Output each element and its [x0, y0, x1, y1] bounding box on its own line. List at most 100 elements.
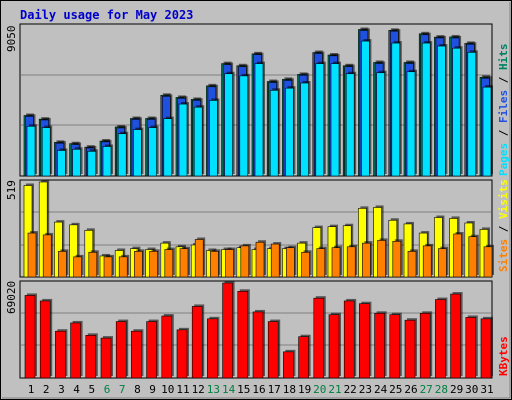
- bar-sites-day-7: [118, 256, 128, 278]
- bar-pages-day-24: [376, 72, 385, 177]
- bar-kbytes-day-16: [252, 311, 264, 379]
- bar-sites-day-28: [438, 248, 447, 278]
- bar-sites-day-21: [331, 247, 341, 278]
- bar-pages-day-18: [285, 87, 294, 177]
- bar-sites-day-30: [468, 236, 478, 278]
- bar-sites-day-18: [286, 247, 295, 278]
- bar-pages-day-1: [26, 125, 36, 177]
- x-tick-label-day-3: 3: [58, 383, 65, 396]
- bar-pages-day-17: [269, 90, 279, 177]
- legend-sites: Sites: [497, 239, 510, 272]
- bar-sites-day-27: [422, 245, 432, 278]
- bar-pages-day-14: [224, 73, 233, 177]
- bar-pages-day-20: [315, 63, 325, 177]
- x-tick-label-day-19: 19: [298, 383, 311, 396]
- bar-pages-day-11: [178, 103, 188, 177]
- x-tick-label-day-26: 26: [404, 383, 417, 396]
- bar-pages-day-19: [300, 82, 309, 177]
- legend-sep-2: /: [497, 70, 510, 90]
- bar-pages-day-10: [163, 118, 173, 177]
- legend-files: Files: [497, 90, 510, 123]
- bar-sites-day-24: [377, 240, 386, 278]
- bar-pages-day-4: [72, 149, 81, 177]
- bar-sites-day-25: [392, 241, 402, 278]
- bar-sites-day-2: [42, 234, 52, 278]
- bar-kbytes-day-8: [131, 330, 142, 379]
- bar-sites-day-16: [255, 241, 265, 278]
- bar-pages-day-7: [117, 133, 127, 177]
- bar-sites-day-14: [225, 249, 234, 278]
- x-axis-labels: 1 2 3 4 5 6 7 8 9 10 11 12 13 14 15 16 17 18 19 20 21 22 23 24 2…: [28, 383, 494, 396]
- bar-kbytes-day-24: [374, 313, 385, 379]
- bar-sites-day-19: [301, 251, 310, 278]
- bar-sites-day-29: [453, 233, 462, 278]
- bar-sites-day-5: [88, 251, 98, 278]
- bar-kbytes-day-28: [435, 299, 446, 379]
- bar-pages-day-29: [452, 47, 461, 177]
- x-tick-label-day-14: 14: [222, 383, 236, 396]
- bar-sites-day-22: [346, 246, 356, 278]
- x-tick-label-day-24: 24: [374, 383, 388, 396]
- bar-kbytes-day-11: [176, 329, 188, 379]
- bar-pages-day-22: [345, 73, 355, 177]
- bar-sites-day-20: [316, 248, 326, 278]
- bar-kbytes-day-22: [343, 300, 355, 379]
- bar-pages-day-12: [193, 106, 203, 177]
- hits-legend: Pages / Files / Hits: [497, 44, 510, 177]
- bar-kbytes-day-13: [207, 318, 218, 379]
- legend-kbytes: KBytes: [497, 336, 510, 376]
- x-tick-label-day-8: 8: [134, 383, 141, 396]
- bar-kbytes-day-30: [465, 317, 477, 379]
- bar-pages-day-26: [406, 71, 416, 177]
- hits-legend-text: Pages / Files / Hits: [497, 44, 510, 177]
- x-tick-label-day-13: 13: [207, 383, 220, 396]
- bar-pages-day-2: [41, 127, 51, 177]
- hits-panel: 9050 Pages / Files / Hits: [5, 23, 510, 177]
- bar-pages-day-8: [133, 129, 142, 177]
- bar-sites-day-11: [179, 248, 189, 278]
- bar-pages-day-9: [148, 127, 157, 177]
- visits-bars: [23, 180, 494, 278]
- hits-y-max-label: 9050: [5, 26, 18, 53]
- bar-pages-day-27: [421, 42, 431, 177]
- bar-kbytes-day-12: [191, 306, 203, 379]
- bar-sites-day-4: [73, 256, 82, 278]
- bar-kbytes-day-27: [419, 313, 431, 379]
- visits-panel: 519 Sites / Visits: [5, 179, 510, 278]
- x-tick-label-day-6: 6: [104, 383, 111, 396]
- x-tick-label-day-5: 5: [88, 383, 95, 396]
- bar-pages-day-21: [330, 63, 340, 177]
- bar-pages-day-23: [361, 40, 370, 177]
- x-tick-label-day-31: 31: [480, 383, 493, 396]
- bar-kbytes-day-3: [55, 330, 66, 379]
- bar-kbytes-day-23: [359, 303, 370, 379]
- bar-kbytes-day-4: [70, 322, 81, 379]
- x-tick-label-day-12: 12: [192, 383, 205, 396]
- bar-kbytes-day-18: [283, 351, 294, 379]
- bar-kbytes-day-29: [450, 293, 461, 379]
- x-tick-label-day-27: 27: [420, 383, 433, 396]
- bar-sites-day-6: [103, 256, 113, 278]
- kbytes-panel: 69020 KBytes: [5, 280, 510, 379]
- bar-pages-day-6: [102, 146, 112, 177]
- bar-sites-day-1: [27, 232, 37, 278]
- bar-pages-day-15: [239, 75, 249, 177]
- bar-kbytes-day-25: [389, 314, 401, 379]
- bar-kbytes-day-20: [313, 297, 325, 379]
- legend-hits: Hits: [497, 44, 510, 71]
- bar-pages-day-3: [57, 150, 66, 177]
- bar-sites-day-26: [407, 251, 417, 278]
- x-tick-label-day-4: 4: [73, 383, 80, 396]
- bar-pages-day-28: [437, 45, 446, 177]
- bar-kbytes-day-1: [24, 295, 36, 379]
- bar-kbytes-day-17: [267, 321, 279, 379]
- bar-kbytes-day-26: [404, 319, 416, 379]
- bar-kbytes-day-2: [39, 300, 51, 379]
- bar-kbytes-day-31: [480, 318, 492, 379]
- chart-title: Daily usage for May 2023: [20, 8, 193, 22]
- bar-sites-day-23: [362, 242, 371, 278]
- bar-pages-day-31: [482, 86, 492, 177]
- bar-pages-day-5: [87, 151, 97, 177]
- visits-y-max-label: 519: [5, 180, 18, 200]
- x-tick-label-day-17: 17: [268, 383, 281, 396]
